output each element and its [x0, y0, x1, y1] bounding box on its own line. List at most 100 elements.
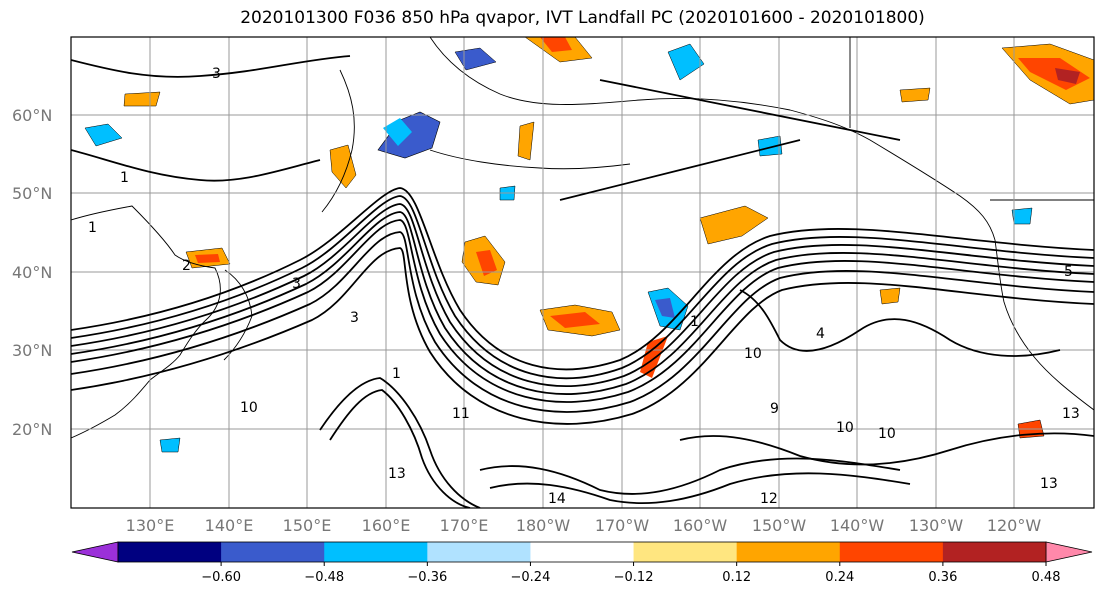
ivt-contour	[71, 55, 351, 78]
anomaly-patch	[123, 91, 161, 107]
anomaly-patch	[1055, 68, 1080, 84]
colorbar-swatch	[118, 542, 222, 562]
colorbar-tick-label: −0.36	[407, 570, 447, 585]
lat-label: 60°N	[12, 106, 52, 125]
contour-label: 13	[1062, 406, 1080, 422]
colorbar-extend-min	[71, 541, 119, 563]
contour-label: 10	[744, 346, 762, 362]
colorbar-tick-label: 0.12	[722, 570, 751, 585]
contour-label: 11	[452, 406, 470, 422]
contour-label: 3	[350, 310, 359, 326]
lon-label: 140°E	[205, 516, 254, 535]
graticule	[71, 37, 1094, 508]
kamchatka-coastline	[321, 69, 355, 213]
anomaly-patch	[454, 47, 497, 71]
anomaly-patch	[667, 43, 705, 81]
contour-label: 2	[182, 258, 191, 274]
ivt-contour	[71, 187, 1094, 371]
contour-label: 13	[388, 466, 406, 482]
lon-label: 120°W	[987, 516, 1042, 535]
ivt-contour	[71, 219, 1094, 403]
contour-label: 1	[392, 366, 401, 382]
colorbar-swatch	[427, 542, 531, 562]
ivt-contour	[319, 377, 481, 508]
contour-label: 4	[816, 326, 825, 342]
contour-label: 3	[292, 276, 301, 292]
colorbar-swatch	[736, 542, 841, 562]
colorbar: −0.60 −0.48 −0.36 −0.24 −0.12 0.12 0.24 0.36 0.4…	[71, 541, 1093, 585]
ivt-contours	[71, 55, 1094, 508]
lon-label: 160°E	[362, 516, 411, 535]
anomaly-patch	[476, 250, 497, 276]
anomaly-patch	[517, 121, 535, 161]
anomaly-patch	[640, 336, 668, 378]
longitude-labels: 130°E 140°E 150°E 160°E 170°E 180°W 170°…	[126, 516, 1042, 535]
ivt-contour	[71, 231, 1094, 413]
alaska-coastline	[429, 37, 996, 241]
contour-labels: 1 1 2 3 3 10 11 13 14 13 12 10 10 13 1 1…	[88, 66, 1080, 507]
anomaly-patch	[699, 205, 769, 245]
contour-label: 9	[770, 401, 779, 417]
ivt-contour	[679, 432, 1094, 466]
lon-label: 150°E	[283, 516, 332, 535]
anomaly-patch	[383, 118, 412, 146]
contour-label: 10	[240, 400, 258, 416]
ivt-contour	[489, 472, 911, 505]
colorbar-swatch	[839, 542, 944, 562]
lon-label: 160°W	[673, 516, 728, 535]
ivt-contour	[71, 211, 1094, 395]
qvapor-anomaly-fills	[84, 37, 1094, 453]
lat-label: 40°N	[12, 263, 52, 282]
ivt-contour	[479, 457, 901, 495]
anomaly-patch	[550, 312, 600, 328]
colorbar-frame	[117, 541, 1047, 563]
anomaly-patch	[879, 287, 901, 305]
contour-label: 13	[1040, 476, 1058, 492]
lon-label: 170°E	[440, 516, 489, 535]
lat-label: 20°N	[12, 420, 52, 439]
contour-label: 1	[120, 170, 129, 186]
ivt-contour	[559, 139, 801, 201]
lon-label: 150°W	[752, 516, 807, 535]
colorbar-tick-label: 0.36	[928, 570, 957, 585]
ivt-contour	[71, 195, 1094, 379]
colorbar-tick-label: −0.48	[304, 570, 344, 585]
anomaly-patch	[1011, 207, 1033, 225]
ivt-contour	[71, 149, 321, 182]
contour-label: 1	[88, 220, 97, 236]
anomaly-patch	[84, 123, 123, 147]
colorbar-swatch	[633, 542, 738, 562]
anomaly-patch	[159, 437, 181, 453]
lon-label: 180°W	[516, 516, 571, 535]
latitude-labels: 60°N 50°N 40°N 30°N 20°N	[12, 106, 52, 439]
colorbar-swatch	[324, 542, 428, 562]
colorbar-swatch	[942, 542, 1047, 562]
colorbar-extend-max	[1045, 541, 1093, 563]
anomaly-patch	[655, 298, 675, 318]
anomaly-patch	[329, 144, 357, 189]
contour-label: 10	[878, 426, 896, 442]
contour-label: 1	[690, 314, 699, 330]
colorbar-swatch	[530, 542, 635, 562]
contour-label: 14	[548, 491, 566, 507]
colorbar-tick-label: −0.24	[511, 570, 551, 585]
map-frame	[70, 36, 1095, 509]
ivt-contour	[739, 289, 1061, 357]
anomaly-patch	[540, 37, 572, 52]
ivt-contour	[599, 79, 901, 141]
lon-label: 170°W	[595, 516, 650, 535]
contour-label: 10	[836, 420, 854, 436]
asia-coastline	[71, 205, 221, 439]
ivt-contour	[71, 203, 1094, 387]
coastlines	[71, 37, 1094, 439]
ivt-contour	[329, 389, 471, 508]
colorbar-tick-label: −0.12	[614, 570, 654, 585]
colorbar-tick-label: 0.24	[825, 570, 854, 585]
ivt-contour	[71, 247, 1094, 425]
anomaly-patch	[899, 87, 931, 103]
lon-label: 140°W	[830, 516, 885, 535]
lon-label: 130°W	[909, 516, 964, 535]
figure-title: 2020101300 F036 850 hPa qvapor, IVT Land…	[240, 8, 925, 28]
contour-label: 5	[1064, 264, 1073, 280]
